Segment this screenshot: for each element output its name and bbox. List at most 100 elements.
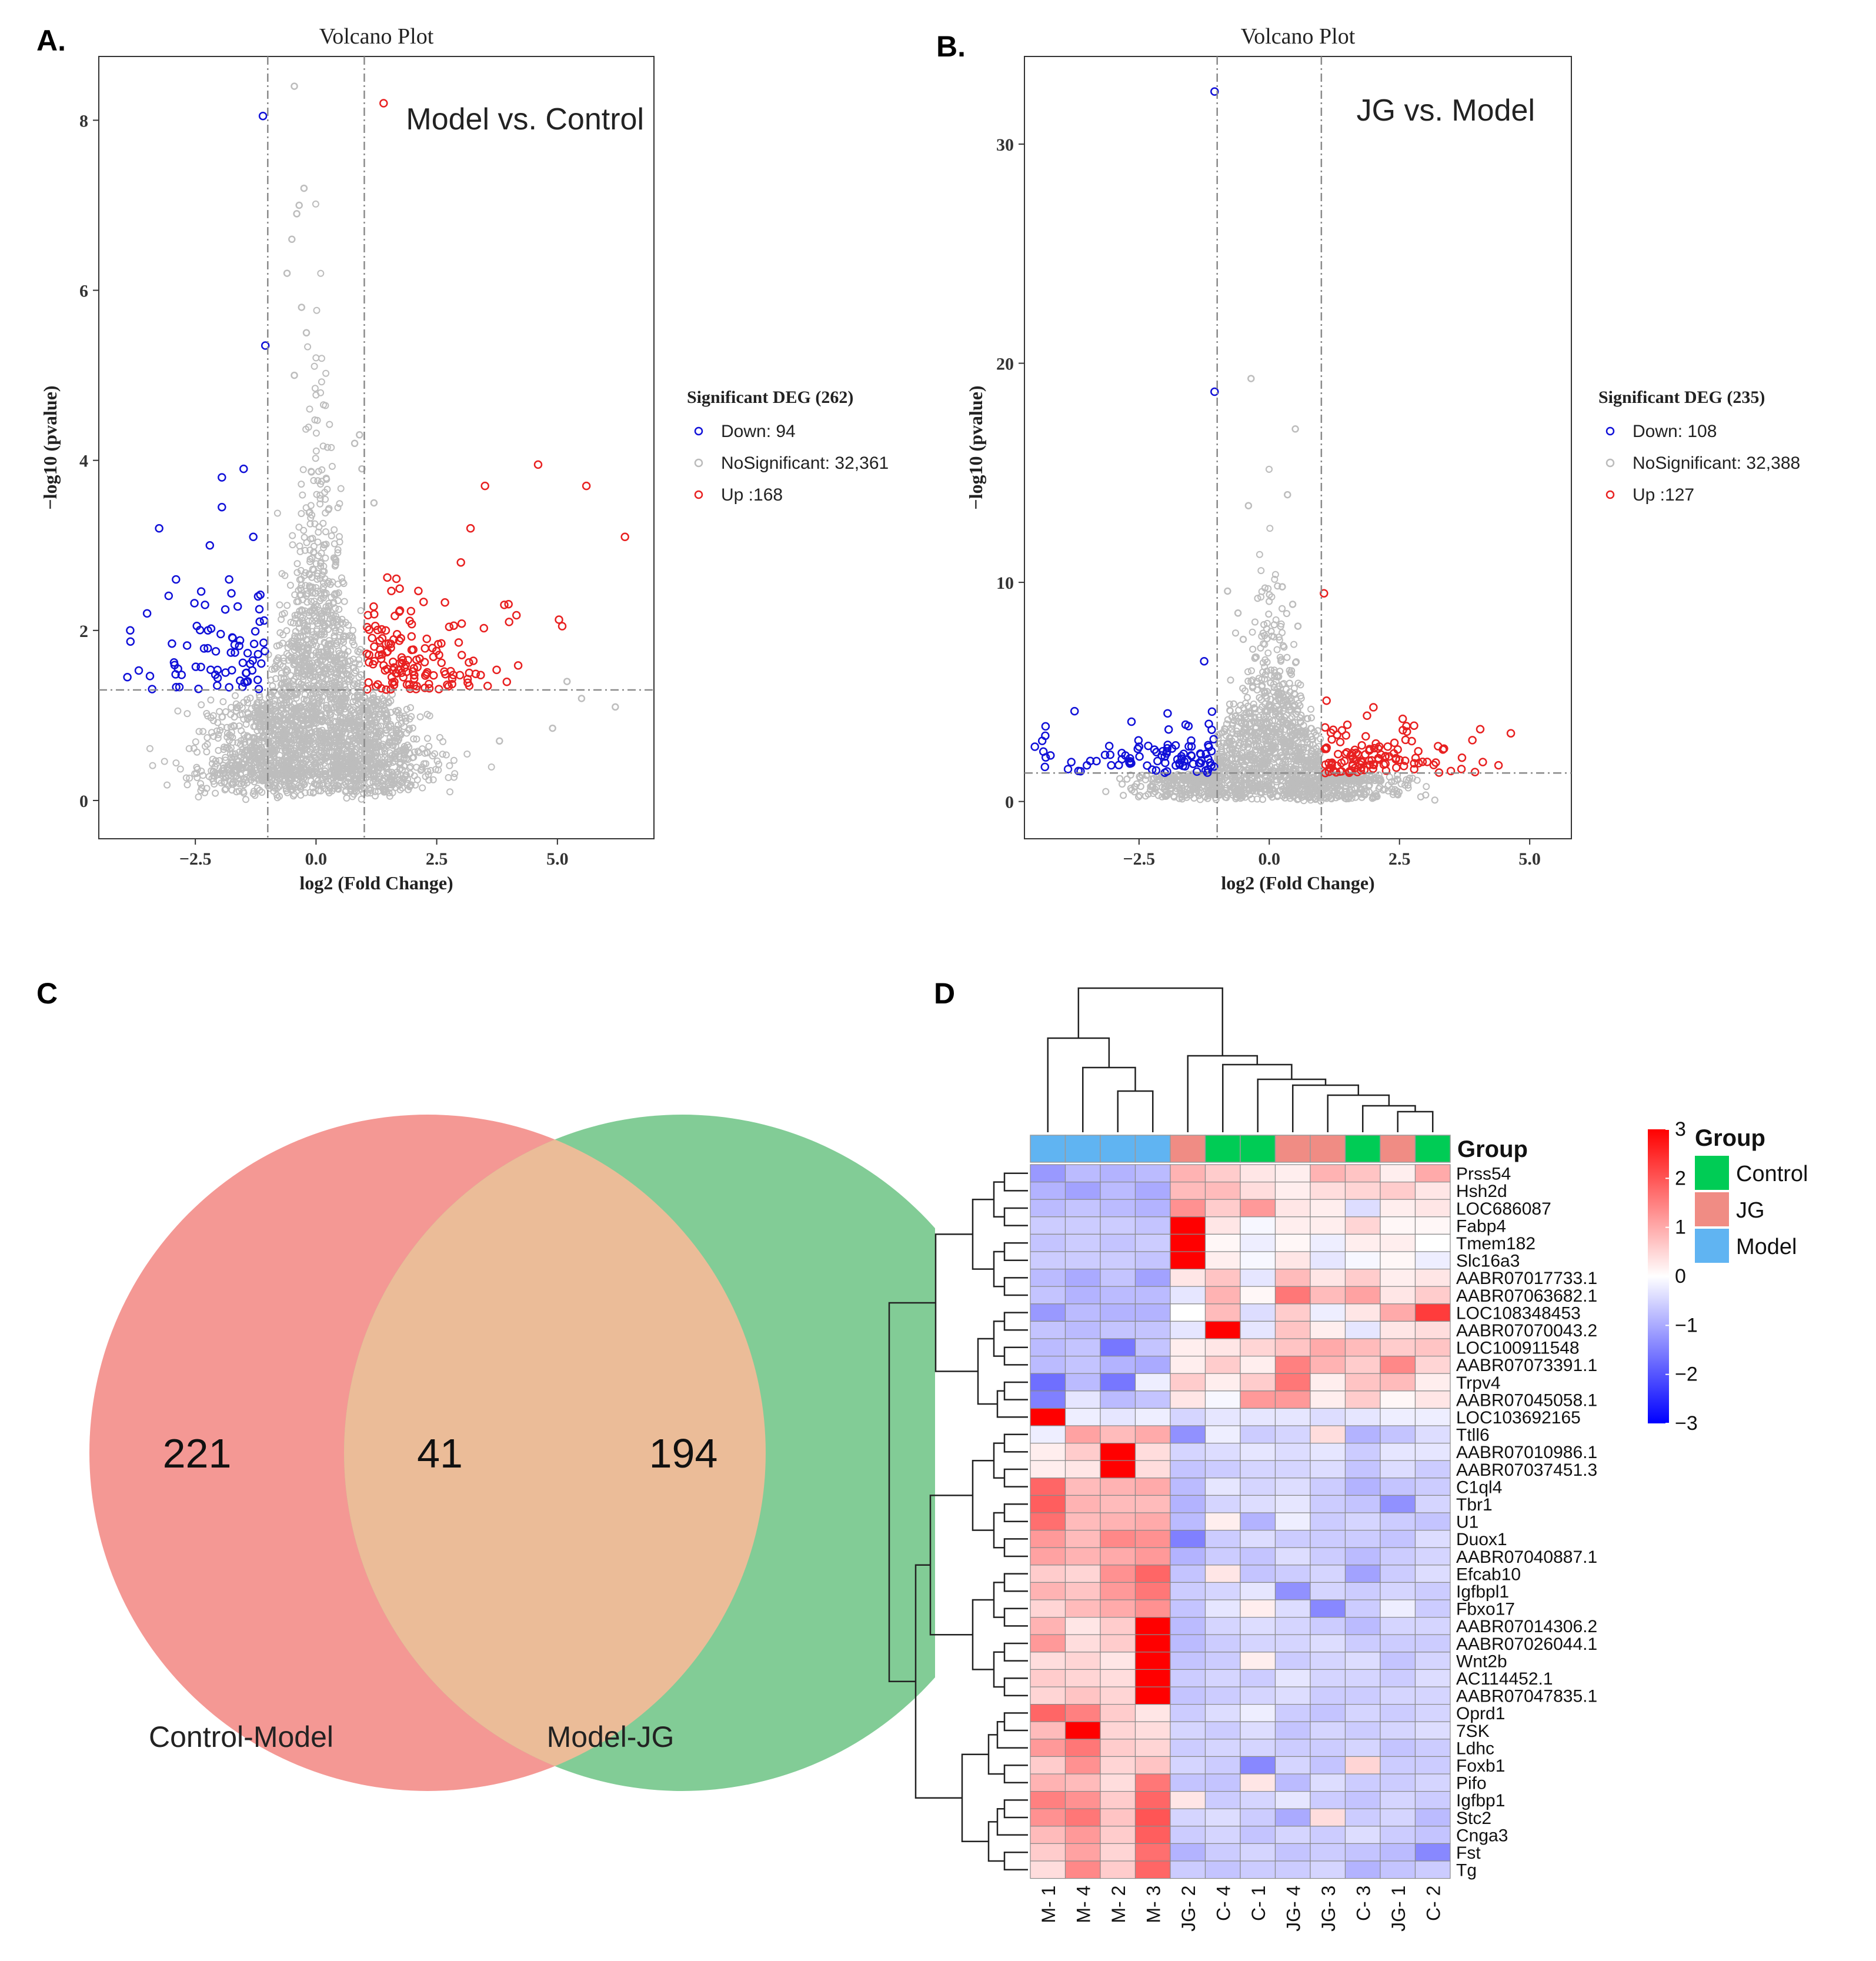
ns-point: [338, 615, 346, 623]
ns-point: [208, 729, 215, 736]
ns-point: [265, 761, 272, 769]
ns-point: [435, 761, 443, 768]
ns-point: [312, 762, 319, 769]
up-point: [469, 656, 478, 665]
ns-point: [296, 685, 304, 693]
ns-point: [190, 745, 198, 752]
legend-title: Significant DEG (262): [687, 388, 853, 407]
ns-point: [375, 723, 382, 731]
ns-point: [212, 760, 220, 768]
ns-point: [291, 643, 299, 651]
ns-point: [341, 598, 348, 605]
ns-point: [251, 712, 258, 719]
ns-point: [432, 766, 439, 773]
down-point: [225, 575, 233, 584]
ns-point: [325, 606, 332, 614]
ns-point: [288, 708, 296, 716]
ns-point: [319, 729, 327, 736]
x-axis-label: log2 (Fold Change): [299, 872, 453, 893]
up-point: [369, 602, 378, 611]
ns-point: [351, 439, 359, 448]
ns-point: [353, 753, 361, 761]
ns-point: [343, 676, 351, 683]
ns-point: [235, 722, 243, 730]
ns-point: [373, 716, 380, 723]
ns-point: [274, 691, 282, 698]
ns-point: [203, 734, 211, 742]
panel-label-a: A.: [36, 24, 66, 57]
ns-point: [299, 670, 307, 678]
up-point: [444, 682, 453, 691]
ns-point: [281, 572, 289, 579]
ns-point: [307, 514, 315, 522]
ns-point: [410, 753, 418, 761]
up-point: [500, 601, 509, 609]
ns-point: [251, 792, 259, 799]
ns-point: [1283, 653, 1291, 661]
up-point: [479, 623, 489, 633]
ns-point: [409, 724, 416, 732]
ns-point: [349, 743, 356, 751]
ns-point: [331, 782, 338, 789]
ns-point: [308, 716, 315, 723]
ns-point: [223, 723, 231, 731]
ns-point: [348, 742, 355, 750]
ns-point: [333, 723, 341, 731]
ns-point: [301, 546, 309, 554]
ns-point: [321, 622, 329, 629]
ns-point: [316, 697, 323, 705]
ns-point: [1222, 732, 1230, 739]
ns-point: [283, 602, 291, 609]
panel-label-d: D: [934, 977, 956, 1010]
ns-point: [1266, 525, 1274, 532]
ns-point: [1280, 643, 1288, 651]
down-point: [221, 605, 230, 614]
ns-point: [439, 751, 446, 758]
ns-point: [313, 575, 321, 583]
ns-point: [351, 786, 359, 794]
ns-point: [295, 678, 303, 686]
ns-point: [349, 706, 357, 713]
ns-point: [379, 782, 387, 789]
ns-point: [1276, 636, 1283, 643]
ns-point: [309, 784, 316, 792]
ns-point: [313, 491, 321, 498]
ns-point: [302, 329, 311, 337]
down-point: [199, 644, 209, 653]
ns-point: [387, 697, 395, 705]
down-point: [243, 649, 252, 658]
ns-point: [338, 655, 345, 662]
ns-point: [315, 552, 322, 560]
ns-point: [375, 741, 382, 749]
ns-point: [273, 773, 281, 780]
ns-point: [308, 555, 316, 562]
ns-point: [301, 671, 309, 679]
ns-point: [146, 745, 153, 752]
ns-point: [1258, 768, 1266, 776]
ns-point: [258, 708, 265, 715]
ns-point: [451, 770, 459, 778]
ns-point: [1229, 755, 1236, 762]
ns-point: [316, 681, 323, 688]
ns-point: [322, 495, 329, 503]
down-point: [191, 662, 201, 671]
ns-point: [1144, 791, 1152, 798]
ns-point: [321, 745, 329, 752]
ns-point: [298, 653, 305, 661]
ns-point: [308, 598, 315, 605]
ns-point: [1244, 743, 1251, 751]
ns-point: [388, 775, 395, 783]
ns-point: [1177, 780, 1184, 788]
ns-point: [244, 716, 252, 723]
ns-point: [231, 723, 238, 730]
up-point: [533, 460, 543, 469]
down-point: [249, 532, 258, 542]
ns-point: [1244, 702, 1251, 710]
down-point: [227, 589, 236, 598]
ns-point: [268, 666, 276, 673]
ns-point: [1279, 700, 1287, 708]
ns-point: [225, 745, 233, 753]
ns-point: [225, 764, 232, 772]
down-point: [254, 685, 263, 693]
ns-point: [330, 598, 338, 606]
